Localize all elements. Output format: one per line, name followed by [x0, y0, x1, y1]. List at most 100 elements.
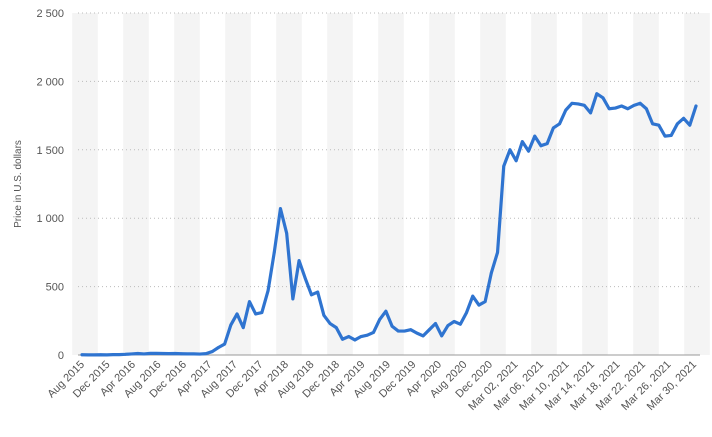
data-point: [328, 322, 332, 325]
data-point: [452, 320, 456, 323]
data-point: [514, 159, 518, 163]
data-point: [508, 148, 512, 152]
data-point: [117, 353, 121, 356]
data-point: [496, 251, 499, 254]
data-point: [403, 329, 406, 333]
data-point: [489, 271, 493, 275]
background-band: [633, 13, 659, 355]
data-point: [248, 300, 251, 304]
y-tick-label: 1 000: [36, 213, 64, 225]
data-point: [527, 149, 530, 153]
data-point: [148, 351, 152, 355]
background-band: [327, 13, 353, 355]
y-tick-label: 500: [46, 282, 64, 294]
data-point: [651, 122, 654, 126]
data-point: [595, 92, 599, 96]
data-point: [675, 122, 679, 126]
data-point: [483, 300, 487, 304]
alternating-bands: [72, 13, 710, 355]
data-point: [347, 335, 351, 338]
data-point: [353, 338, 357, 342]
data-point: [310, 293, 313, 297]
data-point: [440, 334, 444, 338]
data-point: [80, 353, 84, 357]
data-point: [607, 107, 611, 111]
price-series-points: [80, 92, 698, 357]
y-tick-label: 2 500: [36, 8, 64, 20]
data-point: [582, 103, 586, 107]
data-point: [124, 352, 127, 356]
data-point: [279, 207, 282, 211]
data-point: [384, 309, 388, 313]
data-point: [254, 312, 258, 316]
y-axis-title: Price in U.S. dollars: [13, 140, 24, 228]
data-point: [663, 134, 667, 138]
data-point: [477, 303, 481, 307]
background-band: [123, 13, 149, 355]
data-point: [694, 104, 698, 108]
background-band: [378, 13, 404, 355]
background-band: [276, 13, 302, 355]
background-band: [225, 13, 251, 355]
data-point: [415, 331, 419, 335]
data-point: [334, 326, 338, 330]
data-point: [210, 350, 214, 353]
data-point: [235, 312, 239, 316]
data-point: [601, 96, 605, 100]
data-point: [669, 134, 673, 137]
y-tick-label: 1 500: [36, 145, 64, 157]
data-point: [421, 334, 425, 338]
data-point: [99, 353, 103, 357]
data-point: [502, 164, 506, 168]
background-band: [582, 13, 608, 355]
background-band: [72, 13, 98, 355]
data-point: [272, 251, 276, 254]
data-point: [458, 322, 462, 326]
data-point: [688, 123, 692, 127]
background-band: [174, 13, 200, 355]
data-point: [161, 352, 165, 355]
price-series-line: [80, 92, 698, 357]
data-point: [241, 326, 245, 330]
data-point: [551, 126, 555, 130]
data-point: [471, 294, 475, 298]
data-point: [105, 353, 109, 357]
data-point: [186, 352, 189, 356]
data-point: [409, 328, 413, 332]
data-point: [558, 122, 561, 126]
data-point: [93, 353, 96, 357]
data-point: [359, 335, 363, 338]
data-point: [390, 324, 394, 328]
data-point: [173, 352, 177, 355]
data-point: [291, 297, 295, 301]
data-point: [520, 140, 524, 143]
data-point: [111, 353, 115, 356]
data-point: [229, 323, 233, 327]
y-axis-tick-labels: 0 500 1 000 1 500 2 000 2 500: [36, 8, 64, 362]
data-point: [539, 144, 543, 148]
data-point: [192, 352, 196, 356]
data-point: [576, 102, 580, 106]
data-point: [465, 311, 468, 314]
data-point: [217, 346, 220, 349]
data-point: [167, 352, 171, 356]
data-point: [644, 107, 648, 111]
data-point: [564, 108, 568, 112]
data-point: [632, 103, 636, 107]
data-point: [570, 101, 574, 105]
data-point: [130, 352, 134, 356]
data-point: [626, 107, 630, 111]
data-point: [266, 289, 270, 293]
background-band: [531, 13, 557, 355]
data-point: [589, 111, 592, 115]
data-point: [86, 353, 90, 357]
data-point: [620, 104, 623, 108]
data-point: [260, 311, 264, 314]
data-point: [638, 101, 642, 105]
data-point: [613, 106, 617, 110]
data-point: [322, 313, 326, 317]
data-point: [136, 352, 140, 355]
data-point: [372, 331, 375, 334]
data-point: [341, 337, 344, 341]
